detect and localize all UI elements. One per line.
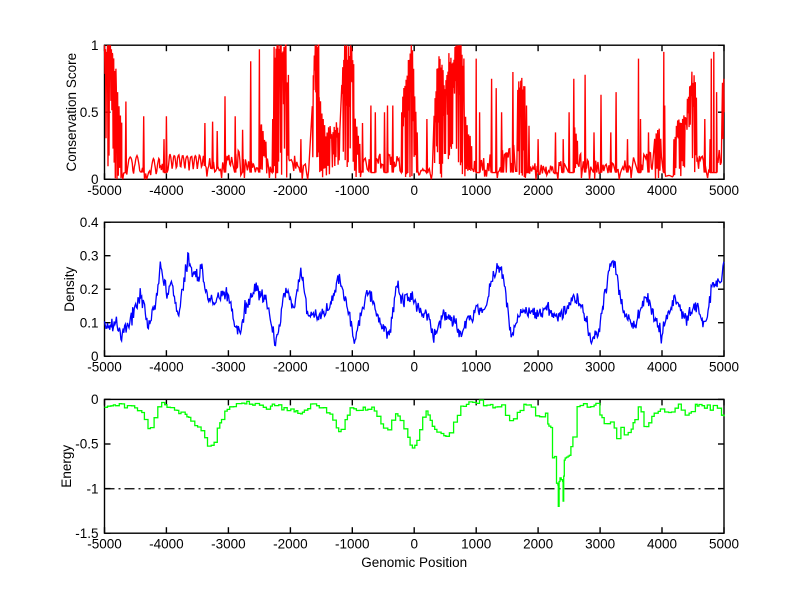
svg-text:-4000: -4000: [149, 183, 184, 198]
svg-text:-3000: -3000: [211, 360, 246, 375]
svg-text:-1000: -1000: [335, 183, 370, 198]
svg-text:0: 0: [410, 183, 418, 198]
svg-text:1: 1: [91, 38, 99, 53]
svg-text:-2000: -2000: [273, 360, 308, 375]
svg-text:-5000: -5000: [87, 360, 122, 375]
svg-text:-5000: -5000: [87, 537, 122, 552]
svg-text:0: 0: [410, 537, 418, 552]
svg-text:-2000: -2000: [273, 537, 308, 552]
svg-text:0: 0: [91, 392, 99, 407]
svg-text:0.5: 0.5: [80, 105, 99, 120]
svg-text:0: 0: [91, 172, 99, 187]
svg-text:4000: 4000: [647, 183, 677, 198]
svg-text:0.4: 0.4: [80, 215, 99, 230]
svg-text:3000: 3000: [585, 537, 615, 552]
svg-text:5000: 5000: [709, 537, 739, 552]
svg-text:-4000: -4000: [149, 537, 184, 552]
svg-text:1000: 1000: [461, 537, 491, 552]
svg-text:5000: 5000: [709, 183, 739, 198]
svg-text:1000: 1000: [461, 183, 491, 198]
svg-text:Density: Density: [62, 266, 77, 311]
svg-text:0.2: 0.2: [80, 282, 99, 297]
svg-text:1000: 1000: [461, 360, 491, 375]
svg-text:-1000: -1000: [335, 537, 370, 552]
svg-text:Genomic Position: Genomic Position: [361, 555, 467, 570]
svg-text:-0.5: -0.5: [75, 437, 98, 452]
svg-text:-5000: -5000: [87, 183, 122, 198]
svg-text:-4000: -4000: [149, 360, 184, 375]
svg-text:4000: 4000: [647, 360, 677, 375]
svg-text:-1.5: -1.5: [75, 526, 98, 541]
svg-text:0.3: 0.3: [80, 248, 99, 263]
svg-text:-3000: -3000: [211, 183, 246, 198]
svg-text:0: 0: [410, 360, 418, 375]
svg-text:5000: 5000: [709, 360, 739, 375]
svg-text:0: 0: [91, 349, 99, 364]
svg-text:0.1: 0.1: [80, 315, 99, 330]
svg-text:2000: 2000: [523, 183, 553, 198]
svg-text:-3000: -3000: [211, 537, 246, 552]
svg-text:Conservation Score: Conservation Score: [64, 53, 79, 172]
svg-text:Energy: Energy: [59, 445, 74, 488]
svg-text:-2000: -2000: [273, 183, 308, 198]
svg-text:2000: 2000: [523, 360, 553, 375]
svg-text:-1: -1: [86, 481, 98, 496]
svg-text:3000: 3000: [585, 360, 615, 375]
svg-text:3000: 3000: [585, 183, 615, 198]
svg-text:2000: 2000: [523, 537, 553, 552]
svg-text:4000: 4000: [647, 537, 677, 552]
svg-text:-1000: -1000: [335, 360, 370, 375]
